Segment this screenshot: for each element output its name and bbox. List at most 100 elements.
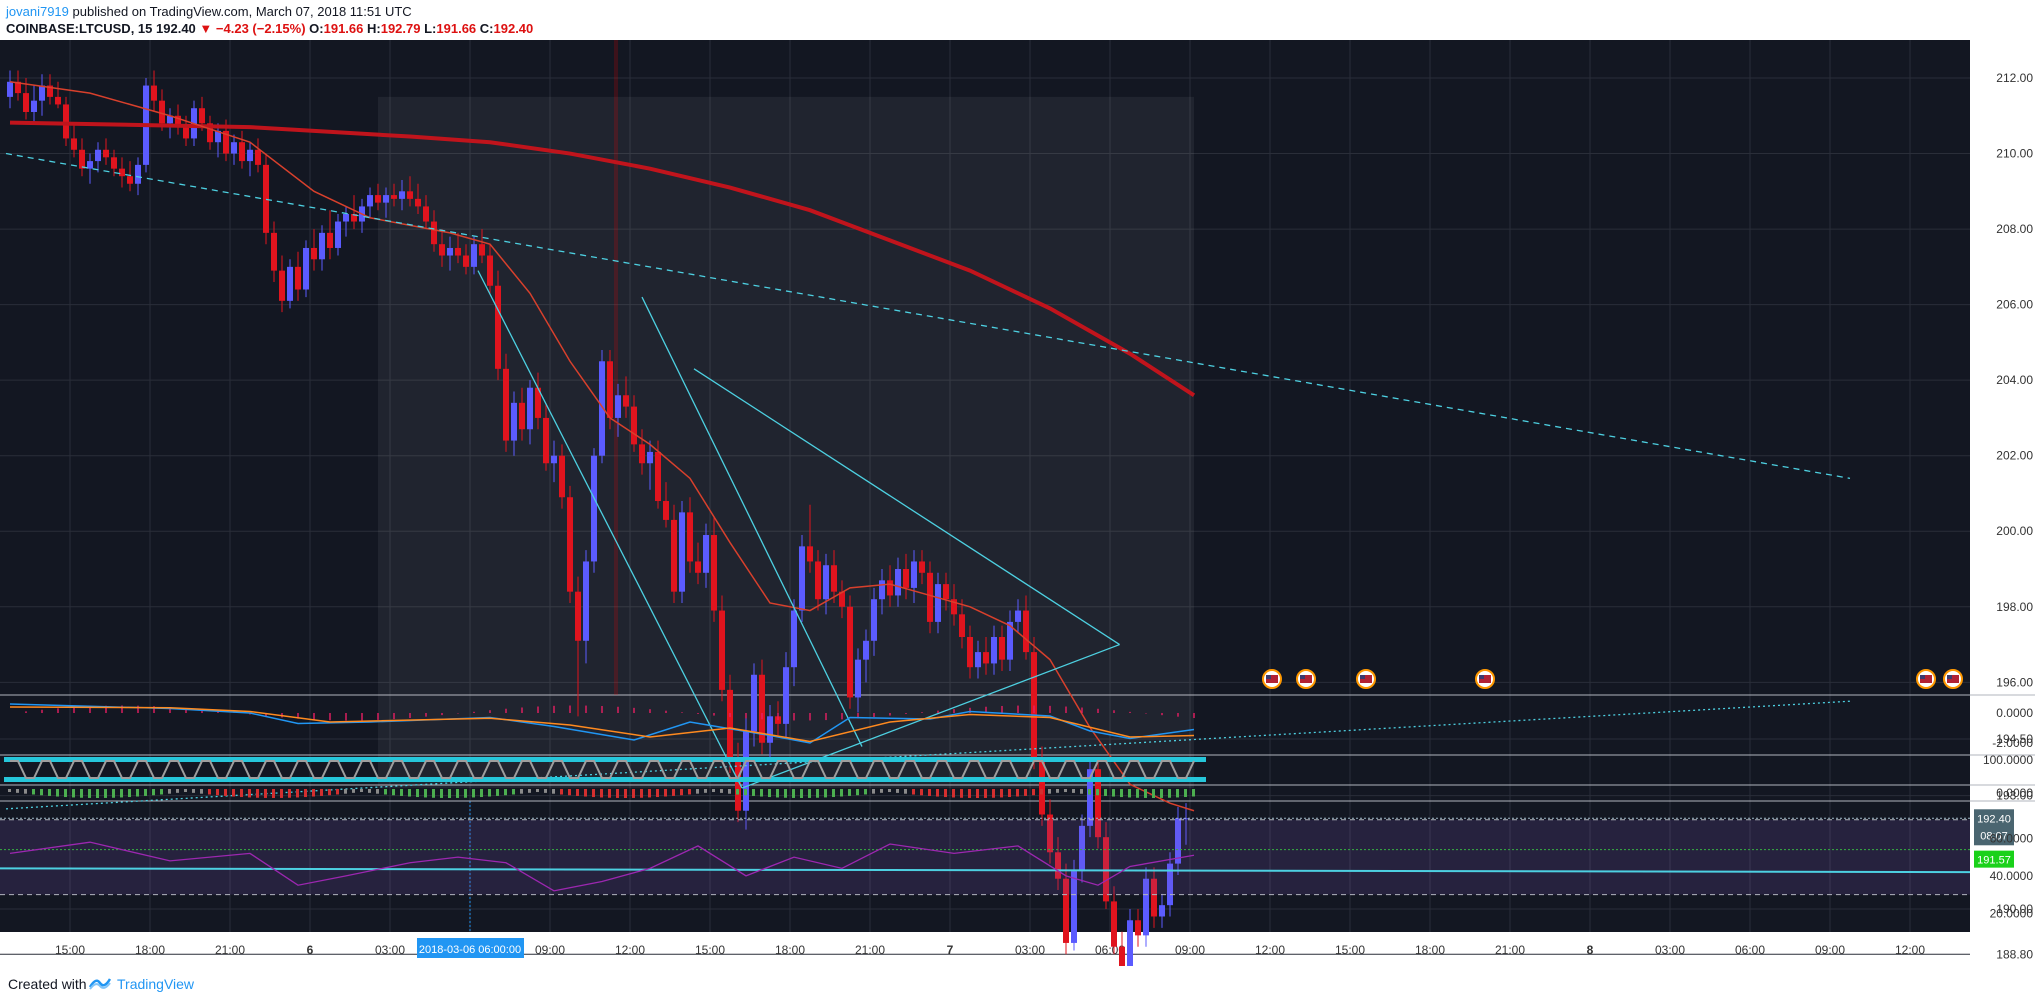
candle-body [55,96,61,105]
candle-body [351,213,357,222]
candle [151,70,157,112]
candle [1087,757,1093,838]
rsi-tick-label: 20.0000 [1990,906,2034,920]
candle [791,599,797,687]
flag-icon [1300,675,1312,683]
candle [127,161,133,192]
publish-line: jovani7919 published on TradingView.com,… [6,4,412,19]
candle [551,440,557,483]
momentum-bar [936,789,939,797]
momentum-bar [912,789,915,795]
economic-event-icon [1943,669,1963,689]
momentum-bar [408,789,411,797]
momentum-bar [920,789,923,796]
candle-body [871,599,877,641]
candle-body [591,455,597,562]
candle-body [1039,757,1045,815]
time-tick-label: 21:00 [215,943,245,957]
candle-body [615,395,621,418]
candle-body [663,501,669,520]
candle [343,206,349,237]
momentum-bar [104,789,107,798]
momentum-bar [776,789,779,798]
candle-body [783,667,789,724]
time-tick-label: 8 [1587,943,1594,957]
candle-body [455,247,461,256]
trendline [741,643,1120,789]
candle [487,244,493,294]
candle-body [1055,852,1061,879]
trendline [693,368,1120,646]
candle-body [879,580,885,600]
candle [1135,908,1141,947]
candle [767,704,773,758]
chart-footer: Created with TradingView [0,966,2035,1001]
candle-body [1071,871,1077,943]
candle-body [175,115,181,128]
symbol-label[interactable]: COINBASE:LTCUSD, 15 [6,21,153,36]
candle-body [1111,901,1117,947]
momentum-bar [280,789,283,798]
candle-body [39,85,45,101]
candle [279,255,285,313]
author-link[interactable]: jovani7919 [6,4,69,19]
candle [399,179,405,211]
candle [23,78,29,120]
candle [1063,863,1069,955]
flag-canton-icon [1479,675,1484,679]
momentum-bar [640,789,643,798]
momentum-bar [728,789,731,794]
momentum-bar [512,789,515,795]
signal-line [9,706,1195,743]
momentum-bar [672,789,675,796]
momentum-bar [616,789,619,798]
time-tick-label: 09:00 [535,943,565,957]
momentum-bar [1144,789,1147,798]
candle-body [575,591,581,641]
candle [631,395,637,452]
candle [15,70,21,101]
candle-body [1031,652,1037,758]
candle-body [799,546,805,611]
momentum-bar [536,789,539,793]
candle [415,183,421,214]
momentum-bar [600,789,603,798]
price-change: −4.23 (−2.15%) [215,21,306,36]
candle-body [95,149,101,162]
momentum-bar [1168,789,1171,798]
chart-canvas[interactable]: 15:00 18:00 21:00 6 03:00 06:00 09:00 12:00 15:0… [0,40,2035,966]
candle-body [279,270,285,301]
economic-event-icon [1262,669,1282,689]
momentum-bar [32,789,35,795]
candle-body [815,561,821,600]
rsi-tick-label: 40.0000 [1990,869,2034,883]
time-tick-label: 15:00 [55,943,85,957]
time-tick-label: 15:00 [1335,943,1365,957]
time-tick-label: 03:00 [1655,943,1685,957]
candle-body [919,561,925,573]
time-tick-label: 12:00 [615,943,645,957]
momentum-bar [624,789,627,798]
stoch-lower-band [4,777,1206,782]
candle [1095,757,1101,849]
candle-body [343,213,349,222]
momentum-bar [680,789,683,796]
time-tick-label: 21:00 [1495,943,1525,957]
momentum-bar [488,789,491,797]
candle-body [151,85,157,101]
candle [719,595,725,702]
candle-body [599,361,605,456]
momentum-bar [720,789,723,793]
momentum-bar [328,789,331,796]
tradingview-brand[interactable]: TradingView [117,976,195,992]
candle-body [319,232,325,260]
rsi-line [9,841,1195,892]
candle-body [327,232,333,248]
price-tick-label: 188.80 [1996,947,2033,961]
time-tick-label: 18:00 [135,943,165,957]
candles [7,70,1189,966]
candle [1023,595,1029,660]
candle-body [895,569,901,596]
candle-body [247,149,253,162]
flag-icon [1479,675,1491,683]
